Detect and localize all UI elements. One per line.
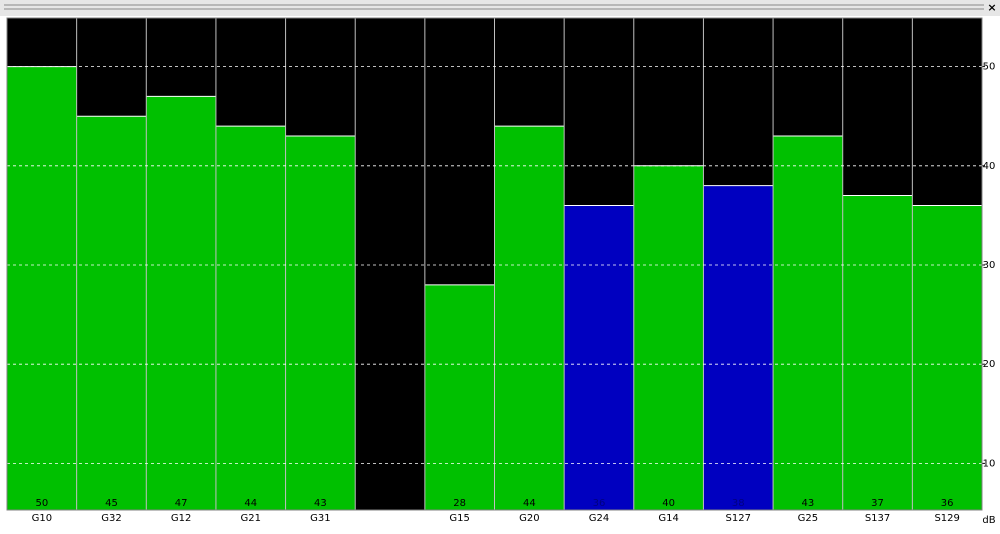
value-label: 28 bbox=[453, 498, 466, 509]
x-tick-label: G14 bbox=[658, 513, 678, 524]
bar bbox=[494, 126, 565, 510]
value-label: 36 bbox=[593, 498, 606, 509]
bar bbox=[842, 195, 913, 510]
value-label: 45 bbox=[105, 498, 118, 509]
y-tick-label: 40 bbox=[983, 161, 996, 172]
value-label: 50 bbox=[35, 498, 48, 509]
bar bbox=[633, 165, 704, 510]
bar bbox=[773, 136, 843, 510]
bar bbox=[7, 66, 77, 511]
x-tick-label: G32 bbox=[101, 513, 121, 524]
x-tick-label: G15 bbox=[449, 513, 469, 524]
bar bbox=[424, 284, 495, 510]
x-tick-label: G31 bbox=[310, 513, 330, 524]
x-tick-label: G20 bbox=[519, 513, 539, 524]
value-label: 44 bbox=[523, 498, 536, 509]
close-button[interactable]: × bbox=[987, 1, 996, 14]
y-axis-label: dB bbox=[982, 515, 995, 526]
x-tick-label: G12 bbox=[171, 513, 191, 524]
x-tick-label: S129 bbox=[934, 513, 959, 524]
x-tick-label: G25 bbox=[798, 513, 818, 524]
bar bbox=[76, 116, 147, 511]
bar bbox=[215, 126, 286, 510]
value-label: 36 bbox=[941, 498, 954, 509]
value-label: 44 bbox=[244, 498, 257, 509]
y-tick-label: 20 bbox=[983, 359, 996, 370]
value-label: 38 bbox=[732, 498, 745, 509]
bar bbox=[146, 96, 216, 510]
x-tick-label: G21 bbox=[241, 513, 261, 524]
plot-border bbox=[6, 17, 983, 511]
bar bbox=[703, 185, 774, 511]
y-tick-label: 50 bbox=[983, 62, 996, 73]
value-label: 43 bbox=[802, 498, 815, 509]
bar bbox=[564, 205, 634, 510]
bar bbox=[285, 136, 356, 510]
x-tick-label: G10 bbox=[32, 513, 52, 524]
x-tick-label: S137 bbox=[865, 513, 890, 524]
title-bar bbox=[0, 0, 1000, 16]
x-tick-label: G24 bbox=[589, 513, 609, 524]
value-label: 47 bbox=[175, 498, 188, 509]
bar bbox=[912, 205, 982, 510]
y-tick-label: 30 bbox=[983, 260, 996, 271]
value-label: 43 bbox=[314, 498, 327, 509]
y-tick-label: 10 bbox=[983, 458, 996, 469]
value-label: 37 bbox=[871, 498, 884, 509]
value-label: 40 bbox=[662, 498, 675, 509]
x-tick-label: S127 bbox=[726, 513, 751, 524]
